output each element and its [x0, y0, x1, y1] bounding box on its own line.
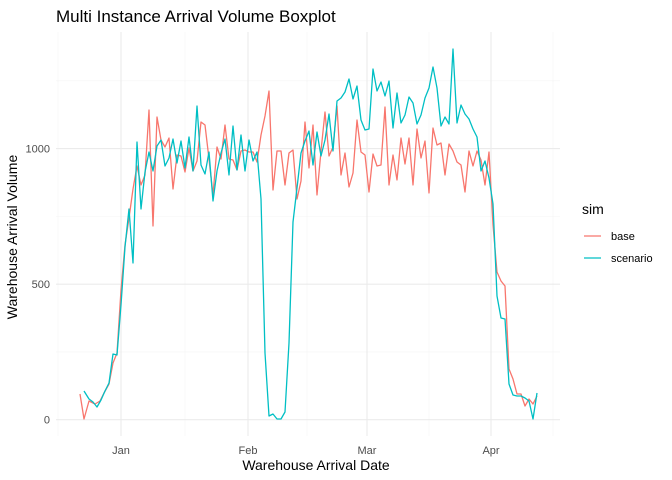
legend-label-base: base — [611, 231, 635, 243]
x-tick-label: Jan — [112, 445, 130, 457]
plot-grid — [56, 32, 560, 436]
y-tick-label: 0 — [44, 415, 50, 427]
x-tick-label: Apr — [482, 445, 499, 457]
y-tick-label: 1000 — [26, 144, 50, 156]
legend-item-scenario: scenario — [584, 253, 653, 265]
legend: sim base scenario — [582, 201, 653, 265]
x-tick-label: Mar — [358, 445, 377, 457]
x-axis-title: Warehouse Arrival Date — [242, 457, 390, 473]
chart-title: Multi Instance Arrival Volume Boxplot — [56, 7, 336, 26]
x-tick-label: Feb — [239, 445, 258, 457]
series-line-base — [79, 90, 538, 420]
y-axis-title: Warehouse Arrival Volume — [4, 155, 20, 320]
y-tick-label: 500 — [32, 279, 50, 291]
x-axis-ticks: Jan Feb Mar Apr — [112, 445, 500, 457]
legend-label-scenario: scenario — [611, 253, 653, 265]
legend-item-base: base — [584, 231, 635, 243]
series-lines — [79, 48, 538, 420]
legend-title: sim — [582, 201, 604, 217]
y-axis-ticks: 0 500 1000 — [26, 144, 50, 427]
series-line-scenario — [83, 48, 538, 420]
